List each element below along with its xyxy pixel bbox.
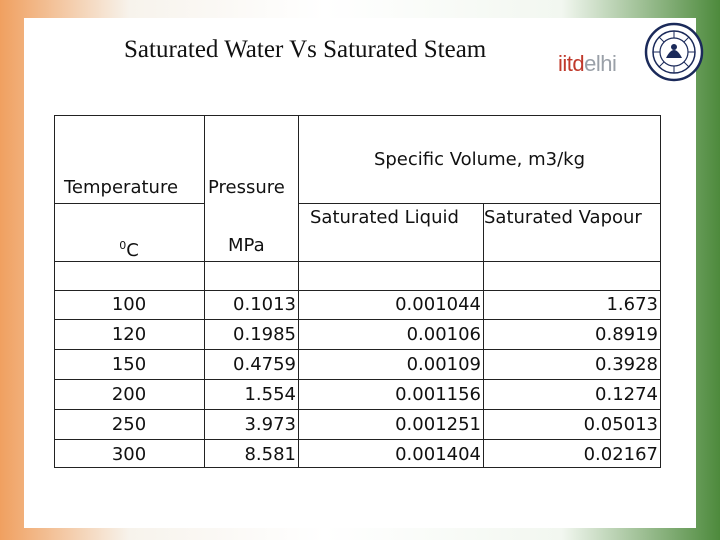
logo-text-part2: elhi: [584, 51, 617, 76]
header-temperature: Temperature: [64, 177, 179, 198]
cell-saturated-liquid: 0.00109: [406, 354, 481, 375]
cell-saturated-vapour: 1.673: [606, 294, 658, 315]
cell-saturated-liquid: 0.001404: [395, 444, 481, 465]
cell-pressure: 0.1013: [233, 294, 296, 315]
cell-temperature: 150: [111, 354, 147, 375]
cell-temperature: 250: [111, 414, 147, 435]
header-saturated-vapour: Saturated Vapour: [484, 207, 642, 228]
temperature-unit-letter: C: [126, 240, 139, 261]
cell-saturated-vapour: 0.3928: [595, 354, 658, 375]
cell-saturated-vapour: 0.1274: [595, 384, 658, 405]
cell-pressure: 0.1985: [233, 324, 296, 345]
cell-temperature: 300: [111, 444, 147, 465]
specific-volume-table: Temperature Pressure Specific Volume, m3…: [54, 115, 661, 468]
iit-emblem-icon: [644, 22, 704, 82]
cell-pressure: 8.581: [244, 444, 296, 465]
degree-superscript: 0: [119, 239, 127, 252]
slide-canvas: [24, 18, 696, 528]
cell-saturated-liquid: 0.001251: [395, 414, 481, 435]
cell-saturated-liquid: 0.001044: [395, 294, 481, 315]
header-saturated-liquid: Saturated Liquid: [310, 207, 459, 228]
slide-title: Saturated Water Vs Saturated Steam: [124, 36, 487, 63]
cell-pressure: 0.4759: [233, 354, 296, 375]
header-pressure-unit: MPa: [228, 235, 265, 256]
cell-saturated-vapour: 0.02167: [583, 444, 658, 465]
cell-temperature: 120: [111, 324, 147, 345]
table-grid: [54, 115, 661, 468]
header-pressure: Pressure: [208, 177, 285, 198]
cell-pressure: 3.973: [244, 414, 296, 435]
cell-temperature: 200: [111, 384, 147, 405]
cell-temperature: 100: [111, 294, 147, 315]
cell-saturated-liquid: 0.00106: [406, 324, 481, 345]
cell-pressure: 1.554: [244, 384, 296, 405]
header-specific-volume: Specific Volume, m3/kg: [373, 149, 586, 170]
logo-text-part1: iitd: [558, 51, 585, 76]
cell-saturated-liquid: 0.001156: [395, 384, 481, 405]
iitd-logo-text: iitdelhi: [558, 51, 617, 77]
cell-saturated-vapour: 0.8919: [595, 324, 658, 345]
header-temperature-unit: 0C: [54, 235, 204, 262]
cell-saturated-vapour: 0.05013: [583, 414, 658, 435]
